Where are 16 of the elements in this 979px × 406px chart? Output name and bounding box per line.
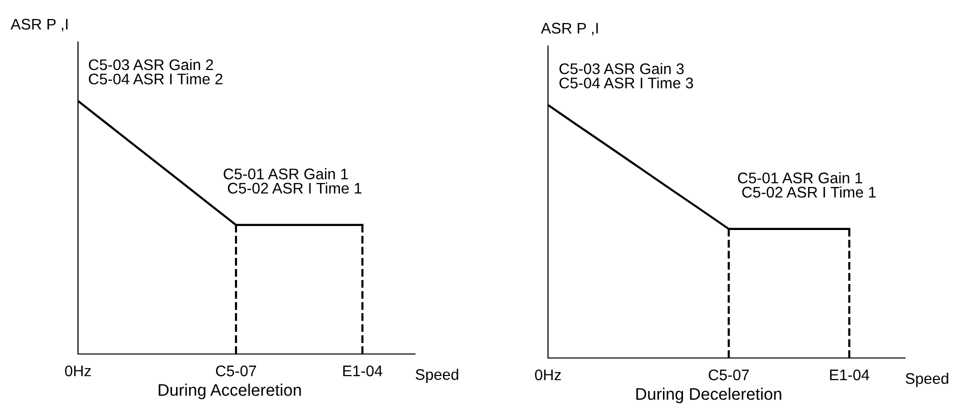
x-axis-title: Speed — [906, 372, 948, 387]
y-axis-title: ASR P ,I — [540, 22, 598, 36]
x-tick-label: C5-07 — [216, 366, 256, 376]
annotation: C5-01 ASR Gain 1 C5-02 ASR I Time 1 — [738, 172, 876, 198]
annotation: C5-01 ASR Gain 1 C5-02 ASR I Time 1 — [224, 168, 362, 194]
text: C5-03 ASR Gain 3 C5-04 ASR I Time 3 — [559, 62, 694, 88]
x-axis-title: Speed — [416, 368, 458, 383]
x-tick-label: C5-07 — [708, 370, 749, 380]
text: During Acceleretion — [158, 384, 301, 400]
text: During Deceleretion — [636, 388, 782, 404]
y-axis-title: ASR P ,I — [10, 18, 68, 32]
x-tick-label: 0Hz — [65, 366, 91, 376]
x-tick-label: E1-04 — [343, 366, 382, 376]
x-tick-label: 0Hz — [535, 370, 561, 380]
text: C5-03 ASR Gain 2 C5-04 ASR I Time 2 — [88, 58, 222, 84]
x-tick-label: E1-04 — [830, 370, 870, 380]
